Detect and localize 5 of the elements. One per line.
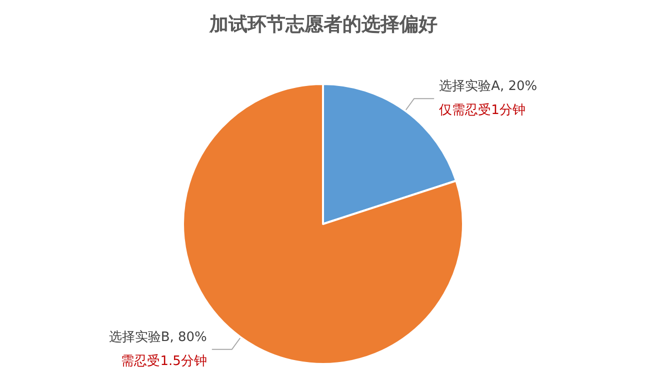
text: 仅需忍受1分钟 [439, 103, 526, 118]
slice-label: 选择实验B, 80% [108, 330, 207, 345]
slice-label: 选择实验A, 20% [439, 79, 538, 94]
chart-title: 加试环节志愿者的选择偏好 [208, 14, 438, 36]
text: 需忍受1.5分钟 [121, 354, 207, 369]
